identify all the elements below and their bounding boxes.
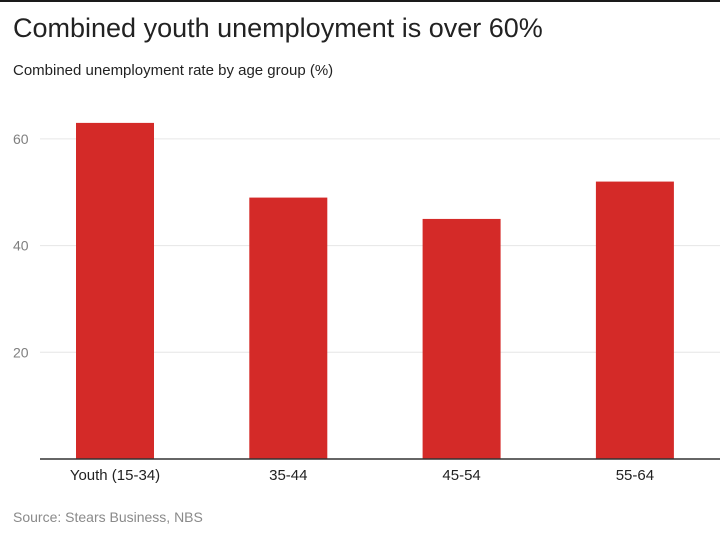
- y-tick-label: 40: [13, 238, 29, 254]
- bars: [76, 122, 674, 460]
- chart-subtitle: Combined unemployment rate by age group …: [13, 62, 334, 79]
- bar-3: [422, 218, 501, 459]
- bar-1: [76, 122, 154, 460]
- bar-2: [249, 197, 328, 459]
- chart-title: Combined youth unemployment is over 60%: [13, 13, 543, 43]
- x-category-label: 55-64: [616, 467, 654, 484]
- x-category-label: 35-44: [269, 467, 307, 484]
- x-category-label: Youth (15-34): [70, 467, 160, 484]
- x-axis-category-labels: Youth (15-34) 35-44 45-54 55-64: [70, 467, 654, 484]
- x-category-label: 45-54: [442, 467, 480, 484]
- y-tick-label: 60: [13, 131, 29, 147]
- bar-4: [595, 181, 674, 459]
- y-tick-label: 20: [13, 344, 29, 360]
- y-axis-tick-labels: 20 40 60: [13, 131, 29, 360]
- top-rule: [0, 0, 720, 2]
- source-note: Source: Stears Business, NBS: [13, 509, 203, 525]
